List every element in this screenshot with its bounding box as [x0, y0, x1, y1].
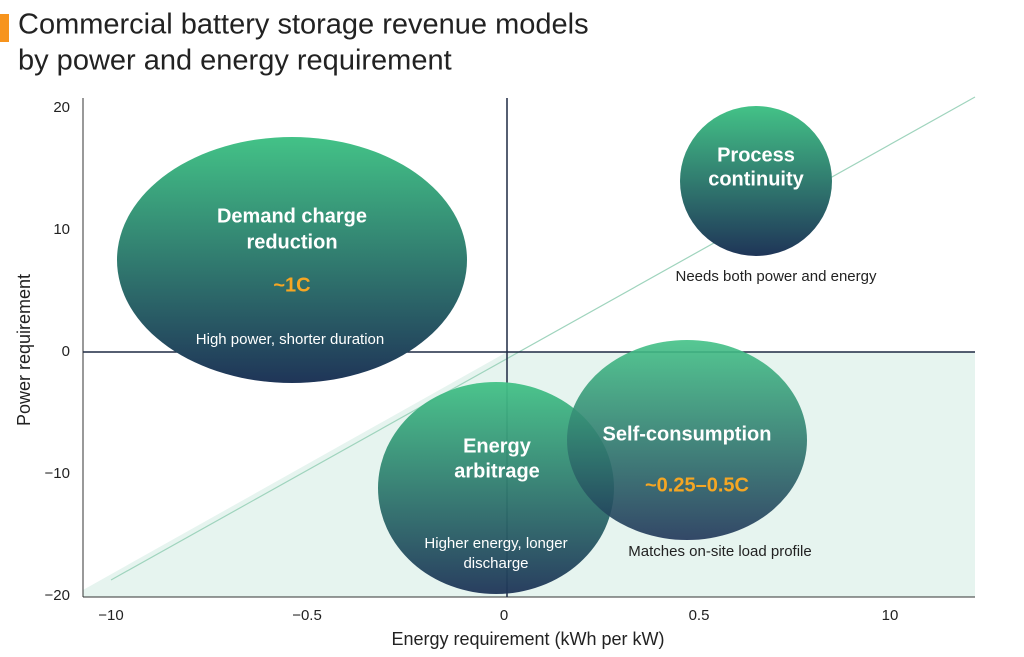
- bubble-note: Matches on-site load profile: [628, 543, 811, 560]
- bubble-title: Energy: [463, 435, 532, 457]
- bubble-title: Demand charge: [217, 205, 367, 227]
- y-tick-label: 10: [53, 221, 70, 238]
- bubble: [567, 340, 807, 540]
- bubble-note: High power, shorter duration: [196, 331, 384, 348]
- bubble-note: discharge: [463, 555, 528, 572]
- x-tick-label: 0.5: [689, 607, 710, 624]
- title: by power and energy requirement: [18, 45, 452, 77]
- bubble-title: continuity: [708, 168, 804, 190]
- title-accent: [0, 14, 9, 42]
- y-tick-label: 20: [53, 99, 70, 116]
- bubble-title: Process: [717, 144, 795, 166]
- x-ticks: −10 −0.5 0 0.5 10: [98, 607, 898, 624]
- title: Commercial battery storage revenue model…: [18, 9, 589, 41]
- x-tick-label: 10: [882, 607, 899, 624]
- x-tick-label: −10: [98, 607, 123, 624]
- bubble-note: Needs both power and energy: [676, 268, 877, 285]
- bubble-note: Higher energy, longer: [424, 535, 567, 552]
- bubble: [680, 106, 832, 256]
- y-tick-label: 0: [62, 343, 70, 360]
- bubble-rate: ~1C: [273, 274, 310, 296]
- y-ticks: 20 10 0 −10 −20: [45, 99, 70, 604]
- y-tick-label: −10: [45, 465, 70, 482]
- bubble-title: arbitrage: [454, 460, 540, 482]
- bubble: [117, 137, 467, 383]
- bubble-title: reduction: [246, 231, 337, 253]
- bubble-rate: ~0.25–0.5C: [645, 474, 749, 496]
- x-axis-label: Energy requirement (kWh per kW): [391, 629, 664, 649]
- bubble-title: Self-consumption: [603, 423, 772, 445]
- y-tick-label: −20: [45, 587, 70, 604]
- bubble: [378, 382, 614, 594]
- x-tick-label: 0: [500, 607, 508, 624]
- x-tick-label: −0.5: [292, 607, 322, 624]
- y-axis-label: Power requirement: [14, 274, 34, 426]
